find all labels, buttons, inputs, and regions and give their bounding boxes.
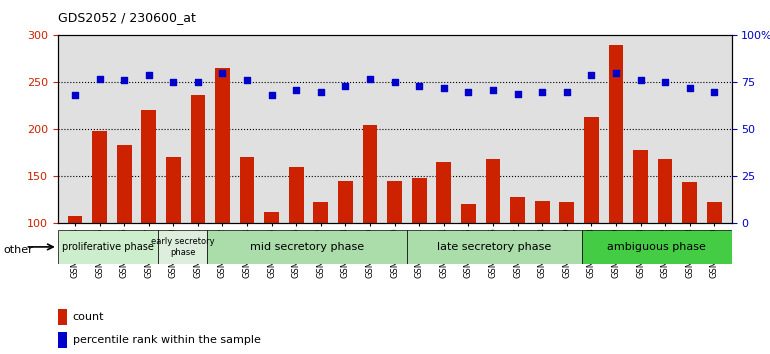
Point — [511, 91, 524, 96]
Text: percentile rank within the sample: percentile rank within the sample — [72, 335, 260, 345]
Bar — [559, 202, 574, 317]
Bar — [313, 202, 328, 317]
Point — [69, 93, 81, 98]
Point — [340, 83, 352, 89]
Bar — [92, 131, 107, 317]
Text: early secretory
phase: early secretory phase — [151, 237, 214, 257]
Bar — [117, 145, 132, 317]
Bar — [68, 216, 82, 317]
Point — [266, 93, 278, 98]
Point — [241, 78, 253, 83]
Bar — [412, 178, 427, 317]
Bar — [633, 150, 648, 317]
Bar — [338, 181, 353, 317]
Point — [487, 87, 499, 93]
Point — [290, 87, 303, 93]
Bar — [363, 125, 377, 317]
Point — [659, 79, 671, 85]
Point — [634, 78, 647, 83]
Bar — [486, 159, 500, 317]
Point — [610, 70, 622, 76]
Point — [413, 83, 425, 89]
Point — [142, 72, 155, 78]
Text: late secretory phase: late secretory phase — [437, 242, 551, 252]
Bar — [608, 45, 623, 317]
Text: other: other — [4, 245, 34, 255]
Bar — [584, 117, 599, 317]
Text: ambiguous phase: ambiguous phase — [608, 242, 706, 252]
Bar — [658, 159, 672, 317]
Bar — [58, 332, 66, 348]
Text: mid secretory phase: mid secretory phase — [250, 242, 364, 252]
Bar — [289, 167, 303, 317]
Point — [192, 79, 204, 85]
Bar — [58, 230, 158, 264]
Bar — [707, 202, 721, 317]
Bar — [461, 204, 476, 317]
Point — [585, 72, 598, 78]
Bar — [682, 182, 697, 317]
Bar — [207, 230, 407, 264]
Bar — [511, 197, 525, 317]
Bar — [166, 157, 181, 317]
Bar — [58, 309, 66, 325]
Bar — [190, 96, 206, 317]
Point — [364, 76, 377, 81]
Bar — [264, 212, 279, 317]
Point — [462, 89, 474, 95]
Bar — [387, 181, 402, 317]
Point — [315, 89, 327, 95]
Point — [388, 79, 400, 85]
Bar — [582, 230, 732, 264]
Point — [167, 79, 179, 85]
Point — [536, 89, 548, 95]
Text: count: count — [72, 312, 104, 322]
Point — [437, 85, 450, 91]
Point — [561, 89, 573, 95]
Point — [118, 78, 130, 83]
Bar — [407, 230, 582, 264]
Text: proliferative phase: proliferative phase — [62, 242, 153, 252]
Bar — [215, 68, 230, 317]
Point — [684, 85, 696, 91]
Bar — [142, 110, 156, 317]
Bar — [535, 200, 550, 317]
Bar — [437, 162, 451, 317]
Bar — [158, 230, 207, 264]
Bar — [239, 157, 254, 317]
Point — [708, 89, 721, 95]
Text: GDS2052 / 230600_at: GDS2052 / 230600_at — [58, 11, 196, 24]
Point — [93, 76, 105, 81]
Point — [216, 70, 229, 76]
